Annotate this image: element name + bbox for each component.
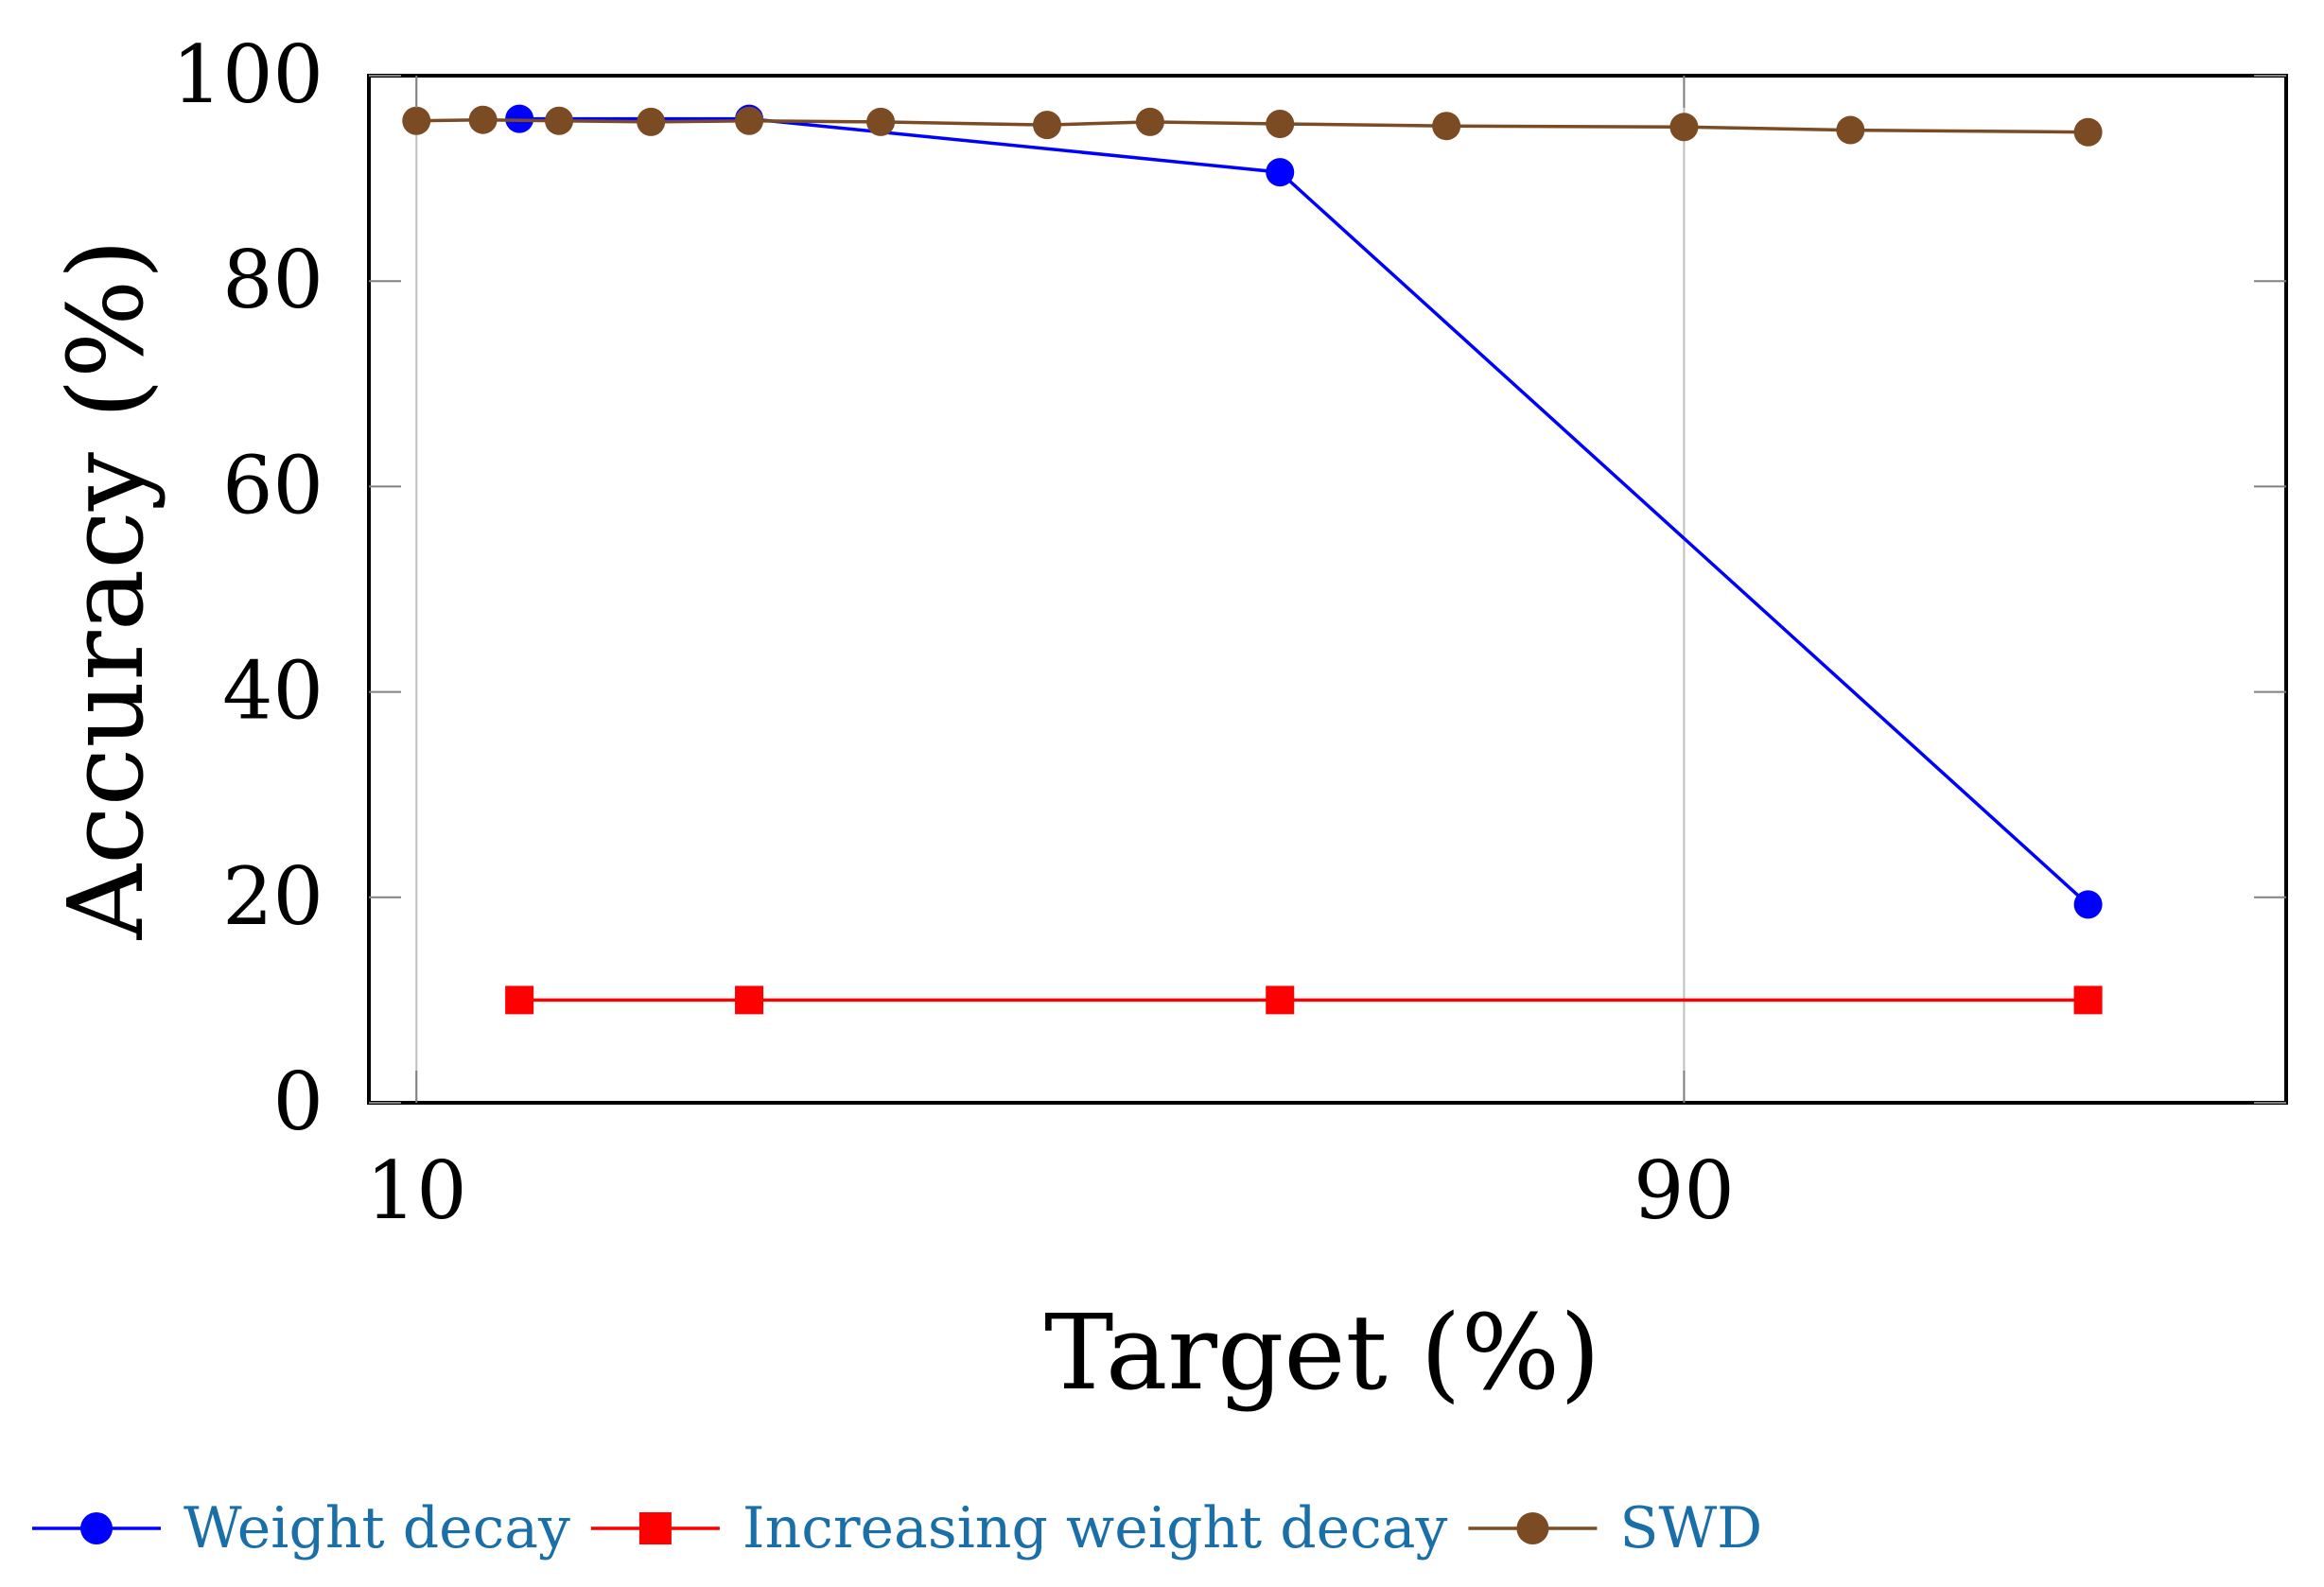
data-point-swd (866, 107, 896, 136)
data-point-increasing-weight-decay (735, 985, 764, 1015)
series-swd (402, 105, 2103, 147)
data-point-swd (1266, 110, 1295, 139)
data-point-swd (735, 106, 764, 135)
y-tick-label: 0 (273, 1055, 323, 1148)
data-point-swd (1032, 111, 1061, 140)
data-point-swd (545, 106, 574, 135)
x-tick-label: 10 (366, 1144, 467, 1237)
data-point-swd (1135, 107, 1164, 136)
data-point-increasing-weight-decay (1266, 985, 1295, 1015)
data-point-swd (1836, 115, 1865, 145)
grid-layer (415, 76, 1686, 1103)
x-axis-title: Target (%) (1044, 1292, 1600, 1413)
legend-item-increasing-weight-decay: Increasing weight decay (590, 1495, 1448, 1561)
legend-item-weight-decay: Weight decay (32, 1495, 570, 1561)
data-point-weight-decay (1266, 158, 1295, 187)
series-layer (402, 104, 2103, 1015)
plot-frame (367, 74, 2288, 1105)
data-point-swd (1432, 112, 1461, 141)
series-line-weight-decay (519, 116, 2089, 906)
legend-label: SWD (1619, 1495, 1762, 1561)
y-tick-label: 80 (222, 234, 323, 326)
y-tick-label: 60 (222, 439, 323, 532)
legend-label: Increasing weight decay (743, 1495, 1448, 1561)
legend: Weight decay Increasing weight decay SWD (32, 1495, 1762, 1561)
data-point-swd (2073, 117, 2103, 147)
y-axis-title: Accuracy (%) (45, 239, 166, 941)
data-point-increasing-weight-decay (2073, 985, 2103, 1015)
x-tick-label: 90 (1634, 1144, 1735, 1237)
legend-marker (638, 1512, 672, 1544)
legend-item-swd: SWD (1468, 1495, 1762, 1561)
x-axis-ticks: 10 90 (366, 76, 1735, 1237)
data-point-swd (402, 106, 431, 135)
legend-marker (80, 1512, 113, 1544)
y-tick-label: 20 (222, 850, 323, 943)
data-point-swd (468, 105, 498, 134)
data-point-increasing-weight-decay (505, 985, 534, 1015)
series-increasing-weight-decay (505, 985, 2103, 1015)
legend-marker (1516, 1512, 1549, 1544)
y-tick-label: 100 (172, 28, 323, 121)
data-point-swd (637, 107, 666, 136)
data-point-weight-decay (2073, 890, 2103, 919)
y-axis-ticks: 0 20 40 60 80 100 (172, 28, 2286, 1148)
y-tick-label: 40 (222, 645, 323, 738)
legend-label: Weight decay (183, 1495, 570, 1561)
data-point-swd (1669, 113, 1699, 142)
